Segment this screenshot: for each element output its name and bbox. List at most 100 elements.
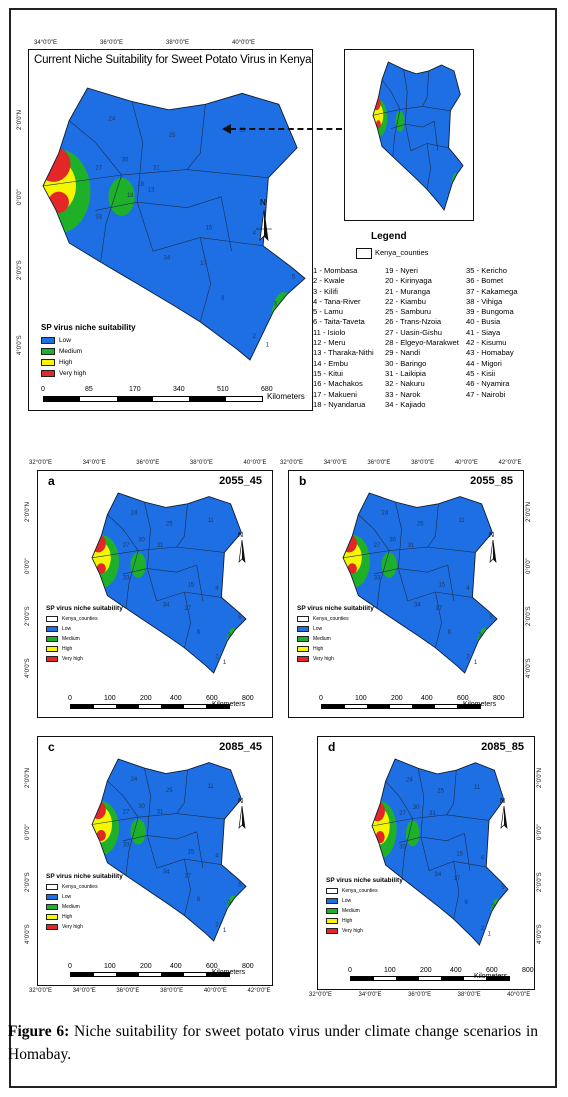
key-row: High [297, 644, 374, 654]
scale-number: 800 [522, 967, 534, 974]
medium-suitability-area [451, 173, 461, 206]
county-number-label: 30 [389, 538, 396, 544]
legend-swatch [46, 884, 58, 890]
key-label: Very high [59, 370, 87, 377]
kenya-counties-swatch [356, 248, 372, 259]
key-row: High [46, 912, 123, 922]
county-boundary [107, 514, 139, 551]
key-label: Very high [342, 928, 363, 934]
key-row: Very high [326, 926, 403, 936]
longitude-tick-label: 36°0'0"E [116, 988, 140, 994]
legend-swatch [46, 914, 58, 920]
longitude-tick-label: 34°0'0"E [72, 988, 96, 994]
county-list-item: 32 - Nakuru [385, 379, 425, 389]
low-suitability-area [92, 493, 246, 673]
latitude-tick-label: 2°0'0"S [537, 872, 543, 892]
county-list-item: 36 - Bomet [466, 276, 504, 286]
key-label: Kenya_counties [62, 616, 98, 622]
county-list-item: 2 - Kwale [313, 276, 345, 286]
county-number-label: 30 [138, 804, 145, 810]
scale-unit: Kilometers [212, 969, 246, 976]
county-boundary [403, 69, 412, 151]
county-number-label: 27 [123, 543, 130, 549]
scale-number: 340 [173, 386, 185, 393]
county-number-label: 11 [208, 518, 215, 524]
county-boundary [426, 143, 431, 190]
latitude-tick-label: 2°0'0"N [526, 501, 532, 522]
longitude-tick-label: 38°0'0"E [189, 460, 213, 466]
scenario-panel-d: 24 25 11 30 31 27 15 4 33 34 17 3 5 8 1 2 d 2085_85 N SP vi… [317, 736, 535, 990]
county-list-item: 25 - Samburu [385, 307, 432, 317]
county-number-label: 4 [215, 586, 219, 592]
county-number-label: 31 [429, 811, 436, 817]
key-row: Low [297, 624, 374, 634]
scale-segment [396, 977, 419, 980]
scale-segment [71, 705, 94, 708]
county-boundary [176, 769, 188, 814]
county-boundary [395, 501, 408, 602]
county-boundary [385, 781, 414, 819]
north-label: N [260, 198, 266, 207]
county-boundary [176, 503, 188, 548]
county-number-label: 34 [163, 602, 170, 608]
county-list-item: 39 - Bungoma [466, 307, 514, 317]
county-number-label: 24 [109, 117, 116, 123]
scale-segment [44, 397, 81, 401]
scale-number: 600 [206, 963, 218, 970]
key-label: Low [62, 626, 72, 632]
north-arrow-icon: N [500, 798, 508, 829]
scale-number: 100 [104, 963, 116, 970]
legend-swatch [326, 918, 338, 924]
county-boundary [464, 833, 471, 871]
country-outline [91, 492, 247, 674]
county-list-item: 41 - Siaya [466, 327, 501, 337]
scale-number: 400 [170, 963, 182, 970]
country-outline [91, 758, 247, 942]
county-list-item: 31 - Laikipia [385, 368, 426, 378]
scale-segment [351, 977, 374, 980]
scale-number: 170 [129, 386, 141, 393]
county-boundary [381, 79, 401, 110]
county-boundary [373, 568, 399, 575]
key-label: High [62, 646, 73, 652]
scale-segment [367, 705, 390, 708]
scale-number: 0 [41, 386, 45, 393]
scale-segment [93, 705, 117, 708]
county-list-item: 21 - Muranga [385, 286, 431, 296]
scale-number: 100 [355, 695, 367, 702]
legend-swatch [46, 894, 58, 900]
latitude-tick-label: 0°0'0" [526, 558, 532, 574]
scale-number: 600 [486, 967, 498, 974]
county-boundary [427, 503, 439, 548]
county-number-label: 27 [374, 543, 381, 549]
longitude-tick-label: 42°0'0"E [498, 460, 522, 466]
key-row: Kenya_counties [46, 614, 123, 624]
county-list-item: 16 - Machakos [313, 379, 363, 389]
kenya-inset-map [372, 61, 464, 211]
county-number-label: 24 [131, 511, 138, 517]
legend-swatch [41, 370, 55, 377]
country-outline [372, 61, 464, 211]
legend-swatch [326, 888, 338, 894]
county-number-label: 17 [184, 873, 191, 879]
key-row: Low [326, 896, 403, 906]
longitude-tick-label: 34°0'0"E [323, 460, 347, 466]
county-number-label: 5 [238, 882, 242, 888]
county-list-item: 28 - Elgeyo-Marakwet [385, 338, 459, 348]
county-number-label: 4 [466, 586, 470, 592]
key-label: High [342, 918, 353, 924]
county-list-item: 45 - Kisii [466, 368, 496, 378]
county-boundary [410, 143, 449, 152]
county-number-label: 34 [435, 872, 442, 878]
county-number-label: 25 [169, 133, 176, 139]
scale-segment [457, 705, 481, 708]
scale-segment [80, 397, 117, 401]
county-boundary [398, 564, 448, 573]
latitude-tick-label: 2°0'0"S [526, 606, 532, 626]
scale-number: 0 [348, 967, 352, 974]
legend-swatch [41, 337, 55, 344]
county-list-item: 43 - Homabay [466, 348, 514, 358]
medium-suitability-area [381, 552, 397, 578]
key-row: Medium [326, 906, 403, 916]
top-map-lat-label: 2°0'0"N [17, 109, 23, 130]
